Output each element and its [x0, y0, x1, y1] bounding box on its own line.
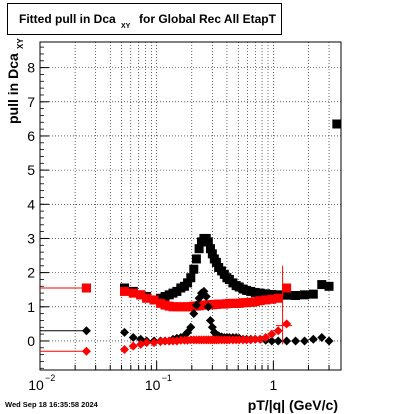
series-0	[40, 119, 342, 305]
data-point	[291, 336, 301, 346]
timestamp: Wed Sep 18 16:35:58 2024	[5, 400, 98, 409]
x-axis-label: pT/|q| (GeV/c)	[248, 397, 338, 413]
data-point	[81, 346, 91, 356]
data-point	[142, 338, 152, 348]
data-point	[207, 249, 217, 259]
x-tick-label-base: 1	[269, 377, 277, 393]
y-tick-label: 7	[27, 94, 35, 110]
x-tick-label-exponent: −1	[162, 373, 172, 383]
data-point	[201, 292, 211, 302]
data-point	[317, 333, 327, 343]
data-point	[324, 336, 334, 346]
data-point	[255, 288, 265, 298]
data-point	[300, 336, 310, 346]
data-point	[211, 257, 221, 267]
data-point	[255, 296, 265, 306]
x-tick-label: 1	[269, 377, 277, 393]
data-point	[142, 293, 152, 303]
data-marks	[40, 119, 342, 356]
data-point	[282, 319, 292, 329]
data-point	[191, 300, 201, 310]
y-tick-label: 0	[27, 333, 35, 349]
data-point	[149, 295, 159, 305]
series-3	[40, 319, 292, 356]
data-point	[183, 278, 193, 288]
x-tick-label-exponent: −2	[45, 373, 55, 383]
data-point	[273, 293, 283, 303]
data-point	[282, 283, 292, 293]
data-point	[186, 322, 196, 332]
data-point	[300, 290, 310, 300]
data-point	[246, 297, 256, 307]
data-point	[261, 289, 271, 299]
x-tick-label-base: 10	[28, 377, 44, 393]
data-point	[81, 326, 91, 336]
data-point	[267, 336, 277, 346]
y-tick-label: 8	[27, 60, 35, 76]
data-point	[273, 336, 283, 346]
data-point	[191, 254, 201, 264]
y-tick-label: 6	[27, 128, 35, 144]
data-point	[128, 288, 138, 298]
data-point	[261, 333, 271, 343]
grid	[39, 42, 341, 370]
data-point	[291, 291, 301, 301]
data-point	[128, 333, 138, 343]
data-point	[149, 338, 159, 348]
y-tick-label: 5	[27, 162, 35, 178]
data-point	[128, 341, 138, 351]
y-axis-label-main: pull in Dca	[5, 53, 21, 124]
data-point	[81, 283, 91, 293]
data-point	[308, 289, 318, 299]
data-point	[246, 286, 256, 296]
chart-title-subscript: XY	[121, 23, 131, 30]
data-point	[250, 297, 260, 307]
data-point	[332, 119, 342, 129]
y-tick-label: 1	[27, 299, 35, 315]
data-point	[282, 336, 292, 346]
data-point	[324, 281, 334, 291]
x-tick-label: 10 −2	[28, 373, 55, 393]
x-tick-label-base: 10	[145, 377, 161, 393]
data-point	[267, 294, 277, 304]
data-point	[282, 290, 292, 300]
data-point	[203, 302, 213, 312]
data-point	[205, 315, 215, 325]
data-point	[136, 290, 146, 300]
data-point	[250, 334, 260, 344]
chart-title: Fitted pull in Dca	[19, 12, 116, 26]
data-point	[273, 326, 283, 336]
data-point	[261, 295, 271, 305]
data-point	[203, 237, 213, 247]
data-point	[250, 287, 260, 297]
data-point	[189, 264, 199, 274]
chart-title-rest: for Global Rec All EtapT	[139, 12, 276, 26]
data-point	[317, 280, 327, 290]
data-point	[205, 244, 215, 254]
y-axis-label: pull in Dca XY	[5, 38, 25, 124]
chart-title-box: Fitted pull in Dca XY for Global Rec All…	[7, 3, 282, 35]
plot-frame	[39, 41, 342, 371]
y-tick-label: 4	[27, 196, 35, 212]
y-tick-label: 3	[27, 230, 35, 246]
data-point	[120, 327, 130, 337]
data-point	[308, 334, 318, 344]
data-point	[120, 286, 130, 296]
data-point	[186, 273, 196, 283]
data-point	[267, 289, 277, 299]
y-tick-label: 2	[27, 265, 35, 281]
data-point	[194, 244, 204, 254]
y-axis-label-sub: XY	[16, 38, 25, 49]
data-point	[189, 309, 199, 319]
x-tick-label: 10 −1	[145, 373, 172, 393]
data-point	[267, 329, 277, 339]
data-point	[120, 345, 130, 354]
